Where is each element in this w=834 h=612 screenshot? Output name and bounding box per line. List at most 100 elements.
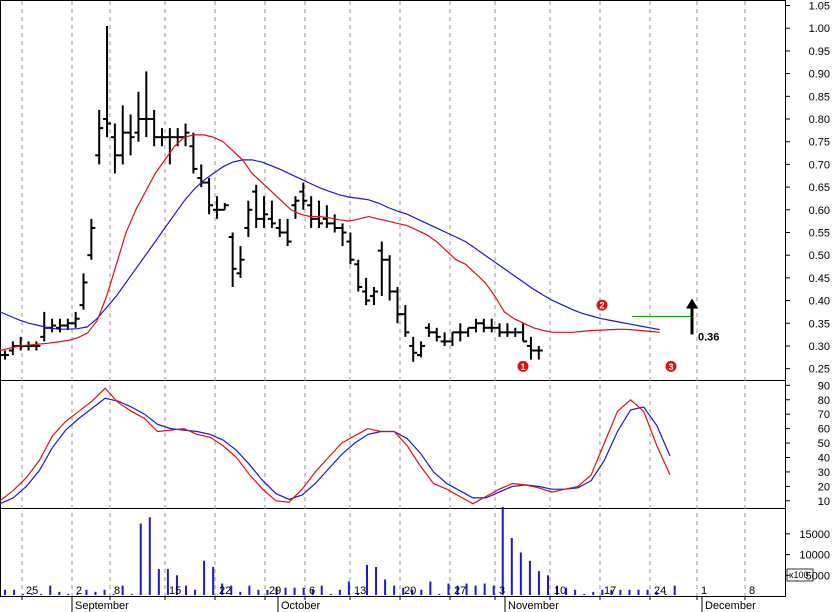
day-label: 27 [454,585,466,597]
month-label: December [705,600,756,612]
price-tick-label: 0.65 [809,182,830,194]
day-label: 29 [269,585,281,597]
price-bar [63,318,72,331]
marker-2: 2 [596,299,608,311]
price-bar [205,178,214,215]
price-bar [228,232,237,287]
day-label: 22 [219,585,231,597]
price-bar [32,341,41,351]
price-bar [48,318,57,333]
price-bar [511,327,520,337]
price-bar [165,128,174,165]
price-bar [307,196,316,228]
price-bar [377,241,386,297]
price-bar [142,71,151,138]
price-bar [534,345,543,360]
price-bar [503,323,512,337]
volume-tick-label: 5000 [806,570,830,582]
price-bar [197,164,206,188]
price-bar [79,273,88,310]
day-label: 8 [114,585,120,597]
day-label: 3 [499,585,505,597]
price-bar [456,323,465,342]
price-bar [362,277,371,306]
stochastic-d-line [0,397,671,505]
month-label: November [508,600,559,612]
price-bar [283,218,292,247]
price-bar [1,350,9,360]
price-bar [252,184,261,228]
price-axis: 0.25 0.30 0.35 0.40 0.45 0.50 0.55 0.60 0.65 0.70… [785,1,830,376]
stochastic-tick-label: 90 [818,380,830,392]
price-bar [95,109,104,165]
price-tick-label: 0.70 [809,159,830,171]
price-bar [393,286,402,324]
time-axis: 25 2 8 15 22 29 6 13 20 27 3 10 17 24 1 8 September Octob… [21,585,756,612]
price-bar [472,318,480,333]
price-bar [181,123,190,147]
price-bar [275,218,284,238]
price-bar [322,205,331,228]
price-tick-label: 0.35 [809,318,830,330]
marker-3: 3 [665,360,677,372]
stochastic-tick-label: 60 [818,424,830,436]
volume-scale-box [786,568,814,582]
price-bar [71,311,80,328]
price-bar [87,218,96,260]
price-tick-label: 0.55 [809,227,830,239]
price-tick-label: 0.50 [809,250,830,262]
volume-tick-label: 10000 [799,550,830,562]
price-panel: 0.36 1 2 3 [0,25,719,372]
volume-tick-label: 15000 [799,529,830,541]
price-bar [134,91,143,142]
price-tick-label: 0.95 [809,46,830,58]
day-label: 6 [309,585,315,597]
price-bar [448,331,457,346]
price-bar [424,323,433,337]
target-label: 0.36 [698,331,719,343]
day-label: 2 [76,585,82,597]
month-label: October [281,600,320,612]
marker-circle [596,299,608,311]
moving-average-fast [0,134,660,352]
price-tick-label: 1.05 [809,1,830,13]
price-tick-label: 0.85 [809,91,830,103]
stochastic-tick-label: 30 [818,467,830,479]
day-label: 10 [554,585,566,597]
stochastic-axis: 10 20 30 40 50 60 70 80 90 [785,380,830,508]
price-bar [8,341,17,356]
marker-circle [517,360,529,372]
price-bar [158,128,166,147]
price-bar [103,25,112,138]
price-bar [464,326,473,337]
stochastic-tick-label: 50 [818,438,830,450]
price-bar [338,223,347,247]
price-tick-label: 0.80 [809,114,830,126]
price-bar [440,332,449,346]
price-bar [401,305,410,337]
price-bar [417,341,426,358]
stochastic-tick-label: 70 [818,409,830,421]
day-label: 13 [354,585,366,597]
price-bar [291,196,300,219]
marker-label: 2 [599,301,604,311]
price-bar [110,123,119,174]
stochastic-panel [0,387,671,505]
price-bar [244,200,253,238]
price-tick-label: 0.25 [809,364,830,376]
volume-scale-label: x100 [789,570,809,580]
price-bar [212,196,221,219]
price-tick-label: 0.60 [809,205,830,217]
price-bar [220,202,229,211]
price-bar [479,318,488,333]
price-bar [118,105,127,165]
price-tick-label: 0.90 [809,69,830,81]
price-bar [385,255,394,301]
month-label: September [75,600,129,612]
price-bar [330,214,339,233]
day-label: 1 [701,585,707,597]
price-bar [487,318,496,333]
price-tick-label: 1.00 [809,23,830,35]
price-bar [315,200,323,228]
stochastic-tick-label: 80 [818,395,830,407]
